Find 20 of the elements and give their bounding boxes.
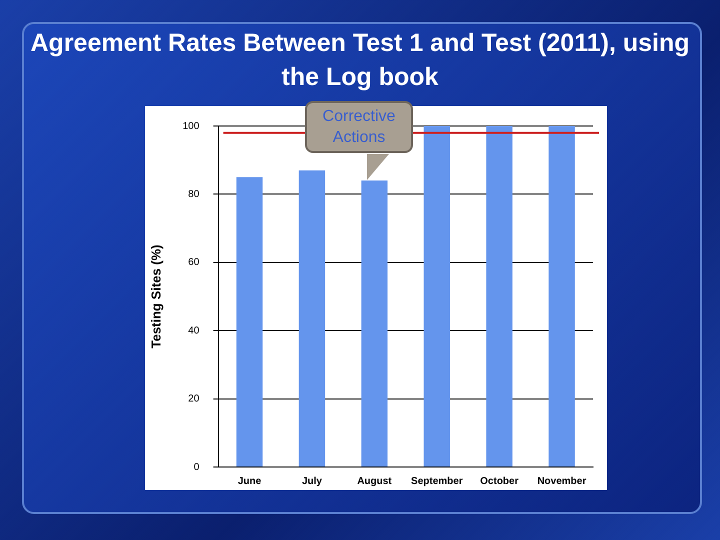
x-tick-label: June [238, 476, 262, 487]
y-tick-label: 0 [194, 462, 200, 473]
y-tick-label: 80 [188, 188, 200, 200]
y-tick-label: 60 [188, 257, 200, 268]
bar [298, 170, 326, 466]
annotation: Corrective Actions [305, 101, 413, 153]
y-tick-label: 20 [188, 394, 200, 405]
x-tick-label: September [411, 476, 463, 487]
y-axis-title: Testing Sites (%) [148, 244, 164, 348]
bar [424, 126, 450, 466]
chart-title: Agreement Rates Between Test 1 and Test (2011), using the Log book [30, 28, 690, 93]
x-tick-label: August [357, 476, 392, 487]
x-tick-label: July [302, 476, 322, 487]
x-tick-label: October [480, 476, 519, 487]
y-tick-label: 40 [188, 325, 200, 336]
x-tick-label: November [537, 476, 586, 487]
bar [236, 177, 263, 466]
bar [486, 126, 512, 466]
y-tick-label: 100 [182, 120, 200, 132]
bar [548, 126, 575, 466]
